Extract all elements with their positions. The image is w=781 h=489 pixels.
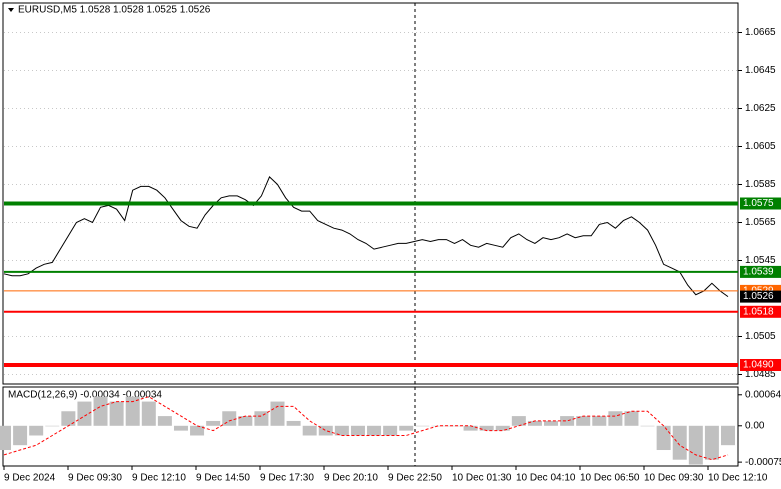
y-tick-label: 1.0485	[745, 369, 776, 380]
macd-bar	[447, 425, 462, 427]
macd-bar	[479, 425, 494, 431]
macd-bar	[206, 420, 221, 426]
x-tick-label: 9 Dec 20:10	[324, 473, 378, 484]
macd-bar	[656, 425, 671, 451]
x-tick-label: 9 Dec 14:50	[196, 473, 250, 484]
y-tick-label: 1.0585	[745, 179, 776, 190]
y-tick-label: 1.0545	[745, 255, 776, 266]
macd-bar	[495, 425, 510, 431]
macd-bar	[511, 416, 526, 426]
x-tick-label: 10 Dec 06:50	[580, 473, 640, 484]
macd-bar	[415, 425, 430, 427]
macd-title: MACD(12,26,9) -0.00034 -0.00034	[8, 390, 162, 401]
macd-bar	[688, 425, 703, 465]
y-tick-label: 1.0645	[745, 65, 776, 76]
macd-bar	[302, 425, 317, 436]
price-line	[3, 176, 729, 298]
y-tick-label: 1.0605	[745, 141, 776, 152]
macd-bar	[672, 425, 687, 460]
x-tick-label: 9 Dec 12:10	[132, 473, 186, 484]
macd-bar	[318, 425, 333, 436]
macd-bar	[125, 396, 140, 426]
macd-bar	[640, 425, 655, 427]
macd-bar	[0, 425, 11, 451]
x-tick-label: 9 Dec 17:30	[260, 473, 314, 484]
macd-bar	[592, 416, 607, 426]
macd-bar	[624, 411, 639, 426]
level-label-box	[740, 359, 781, 371]
macd-bar	[29, 425, 44, 436]
last-price-label: 1.0526	[743, 291, 774, 302]
macd-bar	[157, 416, 172, 426]
macd-bar	[61, 411, 76, 426]
main-panel	[2, 2, 739, 385]
macd-bar	[463, 425, 478, 431]
macd-bar	[254, 411, 269, 426]
level-label: 1.0518	[743, 306, 774, 317]
macd-bar	[608, 411, 623, 426]
level-label: 1.0575	[743, 198, 774, 209]
macd-bar	[270, 401, 285, 426]
x-tick-label: 10 Dec 04:10	[516, 473, 576, 484]
macd-bar	[350, 425, 365, 436]
y-tick-label: 1.0665	[745, 27, 776, 38]
level-label-box	[740, 305, 781, 318]
macd-bar	[286, 420, 301, 426]
macd-bar	[334, 425, 349, 436]
macd-bar	[544, 420, 559, 426]
macd-bar	[721, 425, 735, 446]
macd-bar	[431, 425, 446, 427]
macd-bar	[141, 401, 156, 426]
macd-bar	[45, 425, 60, 427]
macd-bar	[173, 425, 188, 431]
level-label-box	[740, 265, 781, 278]
y-tick-label: 1.0625	[745, 103, 776, 114]
macd-bar	[222, 411, 237, 426]
signal-line	[3, 396, 729, 461]
y-tick-label: 0.00	[745, 420, 765, 431]
y-tick-label: 1.0565	[745, 217, 776, 228]
x-tick-label: 9 Dec 09:30	[68, 473, 122, 484]
x-tick-label: 9 Dec 22:50	[388, 473, 442, 484]
macd-bar	[109, 401, 124, 426]
macd-bar	[527, 420, 542, 426]
x-tick-label: 10 Dec 09:30	[644, 473, 704, 484]
macd-bar	[93, 396, 108, 426]
level-label-box	[740, 197, 781, 210]
macd-bar	[77, 401, 92, 426]
macd-bar	[13, 425, 28, 446]
macd-bar	[367, 425, 382, 436]
level-label: 1.0539	[743, 267, 774, 278]
macd-bar	[704, 425, 719, 460]
y-tick-label: -0.00075	[745, 457, 781, 468]
y-tick-label: 1.0505	[745, 331, 776, 342]
x-tick-label: 10 Dec 01:30	[452, 473, 512, 484]
last-price-box	[740, 290, 781, 303]
macd-bar	[190, 425, 205, 436]
macd-bar	[399, 425, 414, 431]
menu-arrow	[8, 8, 14, 12]
macd-bar	[383, 425, 398, 436]
level-label: 1.0490	[743, 360, 774, 371]
macd-bar	[576, 416, 591, 426]
macd-bar	[560, 416, 575, 426]
x-tick-label: 9 Dec 2024	[4, 473, 56, 484]
macd-bar	[238, 416, 253, 426]
chart-title: EURUSD,M5 1.0528 1.0528 1.0525 1.0526	[18, 5, 211, 16]
x-tick-label: 10 Dec 12:10	[708, 473, 768, 484]
y-tick-label: 0.00064	[745, 389, 781, 400]
